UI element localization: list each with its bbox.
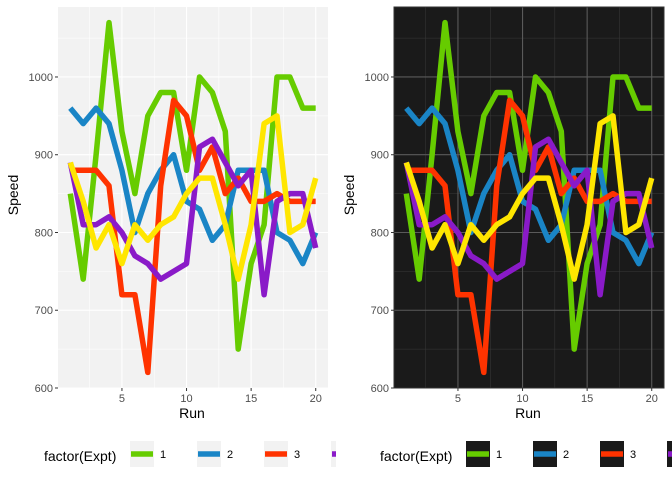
series-line-3 (406, 97, 652, 376)
legend-label: 3 (630, 449, 636, 461)
x-axis-title: Run (179, 405, 205, 421)
x-tick-label: 10 (180, 393, 192, 405)
legend-item-3: 3 (600, 441, 636, 467)
series-line-5 (67, 113, 319, 282)
legend-label: 1 (496, 449, 502, 461)
legend-item-3: 3 (264, 441, 300, 467)
axes: 600 700 800 900 1000 5 10 15 20 (365, 72, 658, 405)
legend-title: factor(Expt) (44, 448, 116, 464)
legend-item-2: 2 (533, 441, 569, 467)
legend-item-1: 1 (466, 441, 502, 467)
legend-label: 4 (361, 449, 367, 461)
legend-label: 3 (294, 449, 300, 461)
x-tick-label: 10 (516, 393, 528, 405)
x-tick-label: 15 (245, 393, 257, 405)
series-line-1 (403, 19, 652, 352)
series-line-4 (403, 136, 655, 298)
series-group (67, 19, 319, 376)
series-line-5 (403, 113, 655, 282)
y-tick-label: 600 (371, 383, 389, 395)
y-tick-label: 800 (371, 227, 389, 239)
y-tick-label: 1000 (29, 72, 53, 84)
series-line-3 (70, 97, 316, 376)
legend-item-2: 2 (197, 441, 233, 467)
series-line-4 (67, 136, 319, 298)
y-tick-label: 700 (371, 305, 389, 317)
legend-item-4: 4 (667, 441, 672, 467)
series-group (403, 19, 655, 376)
y-tick-label: 900 (371, 150, 389, 162)
legend-label: 2 (563, 449, 569, 461)
legend-item-4: 4 (331, 441, 367, 467)
y-tick-label: 900 (35, 150, 53, 162)
y-tick-label: 700 (35, 305, 53, 317)
axes: 600 700 800 900 1000 5 10 15 20 (29, 72, 322, 405)
y-axis-title: Speed (5, 175, 21, 215)
y-tick-label: 1000 (365, 72, 389, 84)
x-axis-title: Run (515, 405, 541, 421)
y-axis-title: Speed (341, 175, 357, 215)
legend-title: factor(Expt) (380, 448, 452, 464)
x-tick-label: 20 (646, 393, 658, 405)
x-tick-label: 5 (455, 393, 461, 405)
y-tick-label: 800 (35, 227, 53, 239)
legend-item-1: 1 (130, 441, 166, 467)
x-tick-label: 5 (119, 393, 125, 405)
chart-light-theme: Speed Run factor(Expt) 600 700 800 900 1000 5… (5, 7, 367, 467)
chart-dark-theme: Speed Run factor(Expt) 600 700 800 900 1000 5… (341, 6, 672, 467)
legend-label: 1 (160, 449, 166, 461)
legend-label: 2 (227, 449, 233, 461)
x-tick-label: 20 (310, 393, 322, 405)
x-tick-label: 15 (581, 393, 593, 405)
panel-border (393, 6, 665, 389)
y-tick-label: 600 (35, 383, 53, 395)
series-line-1 (67, 19, 316, 352)
